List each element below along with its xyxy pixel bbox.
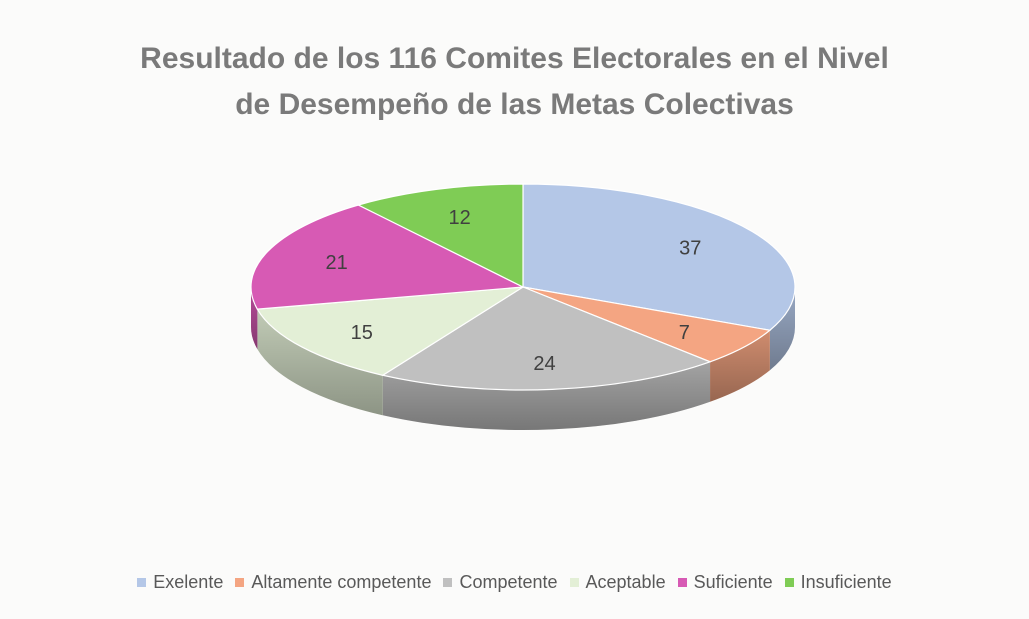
legend-item-altamente-competente: Altamente competente [235,572,431,593]
legend-item-aceptable: Aceptable [569,572,666,593]
legend-swatch [784,578,794,587]
legend-swatch [443,578,453,587]
pie-slice-exelente [522,183,796,331]
pie-slice-suficiente [250,204,526,310]
legend-label: Insuficiente [800,572,892,592]
legend-item-insuficiente: Insuficiente [784,572,892,593]
pie-labels: 37 7 24 15 21 12 [325,207,701,375]
legend-item-suficiente: Suficiente [677,572,773,593]
pie-side-shade [382,361,711,431]
legend-label: Competente [459,572,558,592]
legend-label: Suficiente [693,572,773,592]
legend-label: Aceptable [585,572,666,592]
data-label-aceptable: 15 [351,322,373,344]
pie-side-shade [251,287,258,350]
legend-item-competente: Competente [443,572,558,593]
pie-side-shade [257,309,383,416]
pie-side-shade [710,330,770,402]
chart-title-line-2: de Desempeño de las Metas Colectivas [235,88,794,121]
chart-title-line-1: Resultado de los 116 Comites Electorales… [140,42,889,75]
legend-swatch [137,578,147,587]
pie-slice-competente [381,286,712,391]
data-label-competente: 24 [533,353,555,375]
data-label-insuficiente: 12 [448,207,470,229]
legend-swatch [235,578,245,587]
legend-item-exelente: Exelente [137,572,223,593]
data-label-altamente-competente: 7 [679,322,690,344]
pie-slice-insuficiente [356,183,524,288]
pie-sides [251,287,796,431]
legend-label: Exelente [153,572,224,592]
data-label-suficiente: 21 [325,252,347,274]
legend-swatch [569,578,579,587]
pie-side-shade [769,287,796,371]
data-label-exelente: 37 [679,238,701,260]
pie-tops [250,183,796,391]
legend: Exelente Altamente competente Competente… [0,572,1029,593]
legend-swatch [677,578,687,587]
pie-slice-aceptable [256,286,524,376]
legend-label: Altamente competente [251,572,432,592]
chart-title: Resultado de los 116 Comites Electorales… [0,36,1029,128]
